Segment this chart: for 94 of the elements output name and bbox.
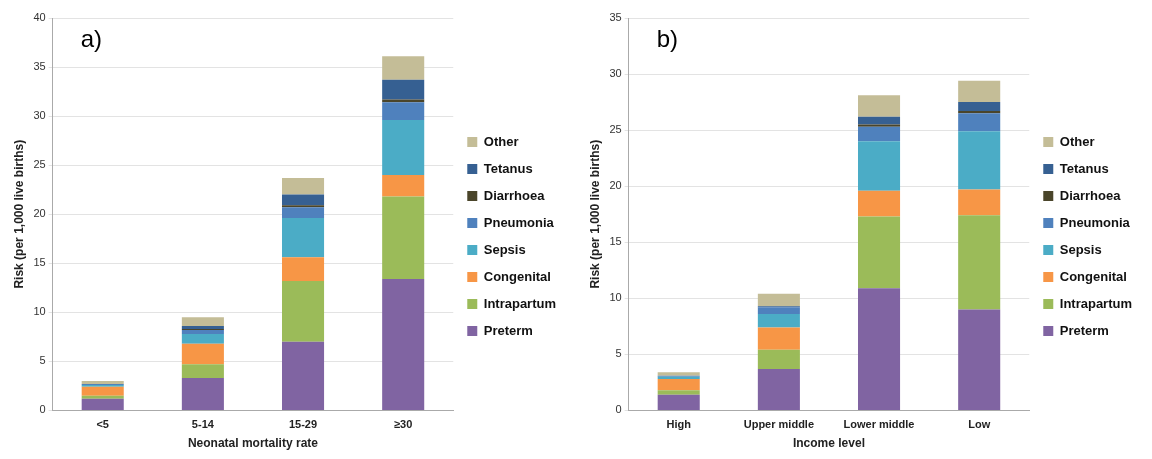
y-tick-label: 25	[33, 158, 46, 171]
bar	[382, 196, 425, 279]
x-axis-title: Neonatal mortality rate	[187, 436, 319, 451]
bar	[858, 95, 901, 117]
y-tick-label: 0	[39, 403, 46, 416]
y-tick-label: 20	[33, 207, 46, 220]
bar	[81, 398, 124, 410]
bar	[382, 120, 425, 175]
x-tick-label: Upper middle	[743, 418, 815, 431]
y-tick-label: 5	[615, 347, 622, 360]
legend-label: Tetanus	[483, 160, 533, 176]
legend-label: Congenital	[483, 268, 551, 284]
bar	[757, 327, 800, 350]
x-axis-title: Income level	[792, 436, 865, 451]
bar	[958, 113, 1001, 132]
x-tick-label: <5	[96, 418, 109, 431]
y-tick-label: 35	[33, 60, 46, 73]
y-tick-label: 5	[39, 354, 46, 367]
bar	[181, 378, 224, 410]
bar	[282, 194, 325, 206]
bar	[757, 313, 800, 328]
bar	[382, 278, 425, 410]
annotation: a)	[80, 24, 102, 52]
x-tick-label: Low	[968, 418, 991, 431]
bar	[657, 394, 700, 410]
legend-label: Sepsis	[483, 241, 526, 257]
bar	[181, 329, 224, 334]
bar	[958, 80, 1001, 103]
bar	[958, 131, 1001, 190]
bar	[657, 379, 700, 391]
legend-label: Other	[483, 133, 519, 149]
bar	[81, 386, 124, 396]
y-tick-label: 35	[609, 11, 622, 24]
y-tick-label: 30	[33, 109, 46, 122]
bar	[858, 288, 901, 410]
x-tick-label: ≥30	[394, 418, 413, 431]
bar	[858, 190, 901, 217]
legend-label: Congenital	[1059, 268, 1127, 284]
legend-label: Other	[1059, 133, 1095, 149]
legend-label: Pneumonia	[1059, 214, 1131, 230]
bar	[282, 341, 325, 410]
annotation: b)	[656, 24, 678, 52]
y-tick-label: 15	[609, 235, 622, 248]
bar	[181, 317, 224, 327]
y-tick-label: 20	[609, 179, 622, 192]
y-tick-label: 30	[609, 67, 622, 80]
legend-label: Intrapartum	[1059, 295, 1132, 311]
bar	[858, 141, 901, 191]
bar	[958, 189, 1001, 216]
y-axis-title: Risk (per 1,000 live births)	[587, 139, 602, 289]
bar	[757, 293, 800, 307]
bar	[81, 395, 124, 399]
x-tick-label: Lower middle	[843, 418, 915, 431]
bar	[282, 257, 325, 281]
legend-label: Preterm	[483, 322, 533, 338]
bar	[958, 309, 1001, 410]
bar	[282, 207, 325, 219]
bar	[757, 349, 800, 369]
bar	[382, 56, 425, 80]
bar	[958, 215, 1001, 310]
bar	[958, 102, 1001, 112]
bar	[282, 280, 325, 342]
y-tick-label: 10	[609, 291, 622, 304]
y-tick-label: 15	[33, 256, 46, 269]
legend-label: Pneumonia	[483, 214, 555, 230]
x-tick-label: High	[666, 418, 692, 431]
bar	[181, 333, 224, 344]
legend-label: Preterm	[1059, 322, 1109, 338]
bar	[382, 102, 425, 121]
bar	[282, 177, 325, 195]
x-tick-label: 15-29	[288, 418, 318, 431]
y-tick-label: 40	[33, 11, 46, 24]
bar	[382, 174, 425, 197]
bar	[382, 99, 425, 103]
y-tick-label: 10	[33, 305, 46, 318]
y-tick-label: 25	[609, 123, 622, 136]
bar	[858, 116, 901, 125]
bar	[757, 368, 800, 410]
legend-label: Diarrhoea	[483, 187, 546, 203]
bar	[382, 79, 425, 100]
x-tick-label: 5-14	[191, 418, 215, 431]
legend-label: Sepsis	[1059, 241, 1102, 257]
bar	[181, 343, 224, 365]
legend-label: Intrapartum	[483, 295, 556, 311]
bar	[858, 126, 901, 142]
legend-label: Diarrhoea	[1059, 187, 1122, 203]
y-tick-label: 0	[615, 403, 622, 416]
bar	[181, 364, 224, 379]
bar	[282, 218, 325, 258]
bar	[757, 307, 800, 314]
y-axis-title: Risk (per 1,000 live births)	[11, 139, 26, 289]
bar	[858, 216, 901, 289]
bar	[657, 390, 700, 395]
legend-label: Tetanus	[1059, 160, 1109, 176]
